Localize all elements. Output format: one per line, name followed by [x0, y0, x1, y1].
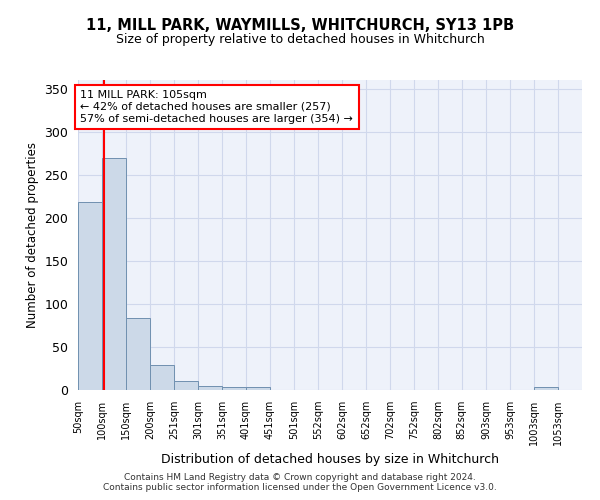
X-axis label: Distribution of detached houses by size in Whitchurch: Distribution of detached houses by size … [161, 454, 499, 466]
Bar [102, 158, 126, 390]
Bar [174, 380, 198, 390]
Bar [198, 386, 222, 390]
Text: Size of property relative to detached houses in Whitchurch: Size of property relative to detached ho… [116, 32, 484, 46]
Bar [150, 365, 174, 390]
Bar [246, 388, 270, 390]
Bar [78, 202, 102, 390]
Text: 11, MILL PARK, WAYMILLS, WHITCHURCH, SY13 1PB: 11, MILL PARK, WAYMILLS, WHITCHURCH, SY1… [86, 18, 514, 32]
Bar [222, 386, 246, 390]
Text: 11 MILL PARK: 105sqm
← 42% of detached houses are smaller (257)
57% of semi-deta: 11 MILL PARK: 105sqm ← 42% of detached h… [80, 90, 353, 124]
Bar [126, 318, 150, 390]
Y-axis label: Number of detached properties: Number of detached properties [26, 142, 39, 328]
Bar [534, 388, 558, 390]
Text: Contains HM Land Registry data © Crown copyright and database right 2024.
Contai: Contains HM Land Registry data © Crown c… [103, 473, 497, 492]
